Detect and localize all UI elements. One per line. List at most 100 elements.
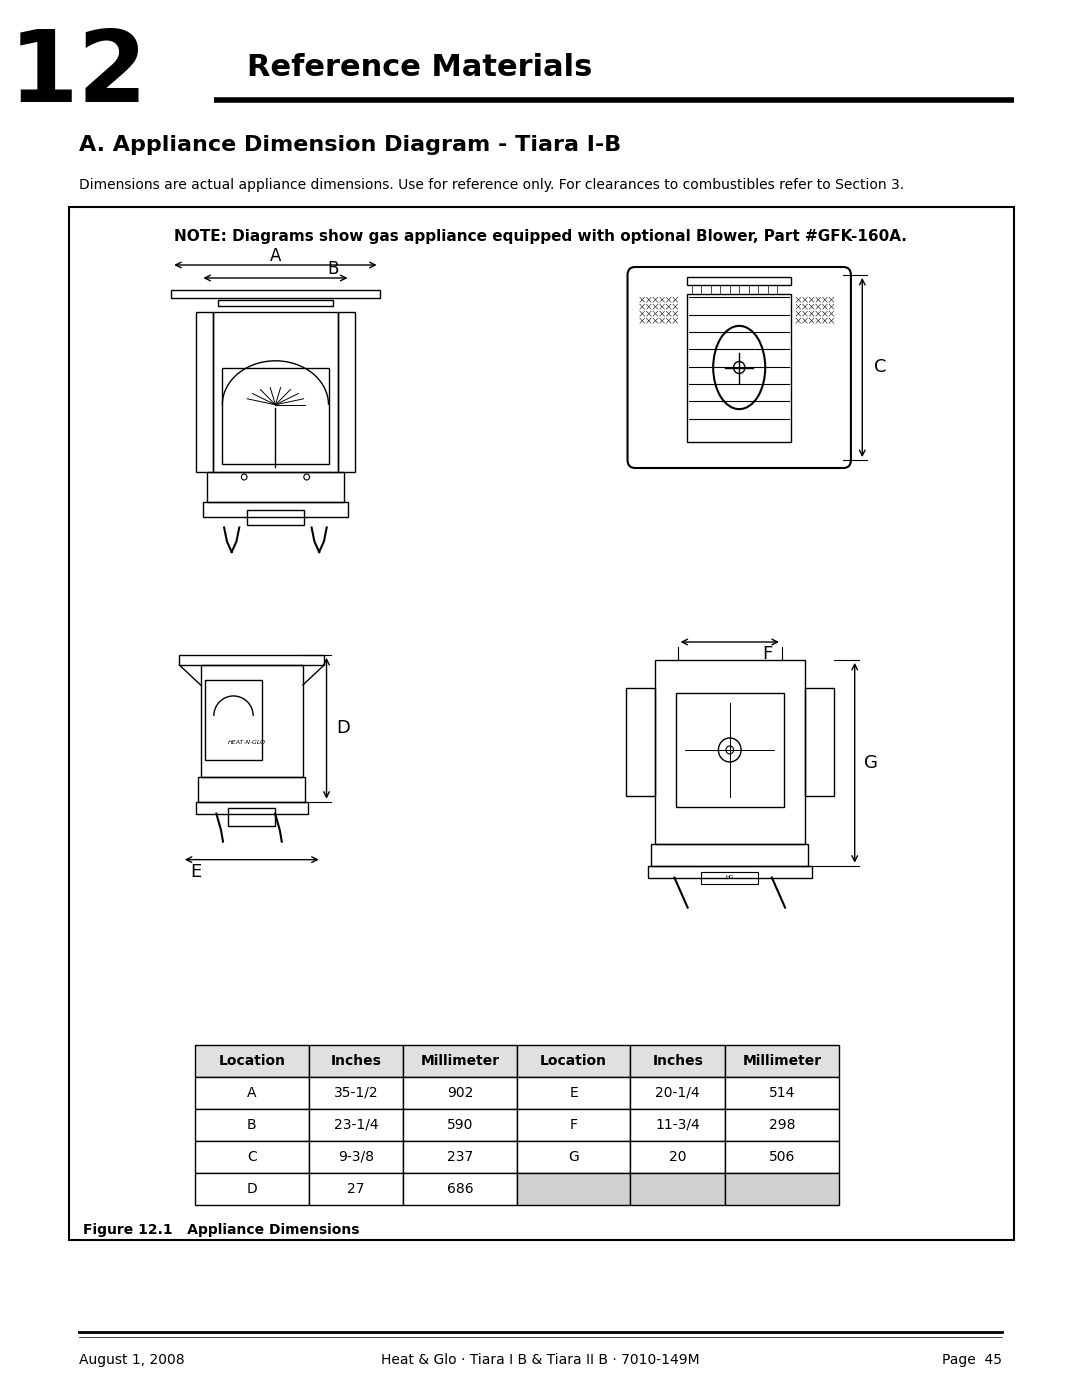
Bar [179, 655, 324, 665]
Bar [725, 1173, 838, 1206]
Text: 686: 686 [447, 1182, 473, 1196]
Text: 298: 298 [769, 1118, 795, 1132]
Text: A: A [270, 247, 281, 265]
Text: 590: 590 [447, 1118, 473, 1132]
Bar [338, 312, 355, 472]
Bar [309, 1141, 403, 1173]
Bar [203, 502, 348, 517]
Bar [625, 687, 654, 795]
Bar [195, 1141, 309, 1173]
Bar [517, 1141, 631, 1173]
Bar [218, 300, 333, 306]
Text: 27: 27 [347, 1182, 365, 1196]
Bar [228, 807, 275, 826]
Text: NOTE: Diagrams show gas appliance equipped with optional Blower, Part #GFK-160A.: NOTE: Diagrams show gas appliance equipp… [174, 229, 907, 244]
Text: B: B [327, 260, 339, 278]
Text: Millimeter: Millimeter [742, 1053, 822, 1067]
Bar [631, 1045, 725, 1077]
Bar [631, 1109, 725, 1141]
Text: 12: 12 [9, 27, 148, 123]
Bar [701, 872, 758, 883]
Text: G: G [568, 1150, 579, 1164]
Text: A. Appliance Dimension Diagram - Tiara I-B: A. Appliance Dimension Diagram - Tiara I… [79, 136, 621, 155]
Bar [687, 277, 792, 285]
Bar [195, 312, 213, 472]
Text: Figure 12.1   Appliance Dimensions: Figure 12.1 Appliance Dimensions [83, 1222, 360, 1236]
Bar [195, 1109, 309, 1141]
Text: Reference Materials: Reference Materials [247, 53, 593, 82]
Bar [725, 1109, 838, 1141]
Bar [403, 1141, 517, 1173]
Text: B: B [247, 1118, 257, 1132]
Bar [247, 510, 303, 524]
Text: Inches: Inches [330, 1053, 381, 1067]
Bar [725, 1045, 838, 1077]
Text: HEAT·N·GLO: HEAT·N·GLO [228, 740, 266, 745]
Bar [631, 1173, 725, 1206]
Bar [195, 802, 308, 813]
Text: E: E [569, 1085, 578, 1099]
Text: 514: 514 [769, 1085, 795, 1099]
Text: Heat & Glo · Tiara I B & Tiara II B · 7010-149M: Heat & Glo · Tiara I B & Tiara II B · 70… [381, 1354, 700, 1368]
Text: Dimensions are actual appliance dimensions. Use for reference only. For clearanc: Dimensions are actual appliance dimensio… [79, 177, 904, 191]
Bar [309, 1109, 403, 1141]
Bar [195, 1173, 309, 1206]
Bar [517, 1173, 631, 1206]
Bar [725, 1077, 838, 1109]
Bar [205, 680, 261, 760]
Text: E: E [190, 863, 202, 880]
Text: 506: 506 [769, 1150, 795, 1164]
Text: F: F [762, 645, 773, 664]
Bar [403, 1173, 517, 1206]
Text: Page  45: Page 45 [943, 1354, 1002, 1368]
Text: A: A [247, 1085, 257, 1099]
Bar [517, 1077, 631, 1109]
Text: August 1, 2008: August 1, 2008 [79, 1354, 185, 1368]
Text: HG: HG [726, 875, 734, 880]
Bar [517, 1045, 631, 1077]
Text: 902: 902 [447, 1085, 473, 1099]
Bar [195, 1077, 309, 1109]
Bar [206, 472, 345, 502]
Text: F: F [569, 1118, 578, 1132]
Text: 35-1/2: 35-1/2 [334, 1085, 378, 1099]
Bar [651, 844, 809, 866]
Bar [309, 1077, 403, 1109]
Bar [517, 1109, 631, 1141]
Text: 20-1/4: 20-1/4 [656, 1085, 700, 1099]
Text: Inches: Inches [652, 1053, 703, 1067]
Bar [195, 1045, 309, 1077]
Text: Location: Location [218, 1053, 285, 1067]
Text: 11-3/4: 11-3/4 [656, 1118, 700, 1132]
Bar [403, 1077, 517, 1109]
Bar [805, 687, 834, 795]
Text: D: D [336, 719, 350, 738]
Bar [403, 1045, 517, 1077]
Bar [69, 207, 1014, 1241]
Bar [309, 1045, 403, 1077]
Bar [654, 659, 805, 844]
Text: 20: 20 [669, 1150, 687, 1164]
Bar [172, 291, 379, 298]
Text: C: C [247, 1150, 257, 1164]
Bar [676, 693, 784, 807]
Bar [725, 1141, 838, 1173]
Text: Location: Location [540, 1053, 607, 1067]
Text: G: G [864, 754, 878, 771]
Text: Millimeter: Millimeter [420, 1053, 500, 1067]
Text: 237: 237 [447, 1150, 473, 1164]
Text: 9-3/8: 9-3/8 [338, 1150, 374, 1164]
Bar [403, 1109, 517, 1141]
Bar [648, 866, 811, 877]
FancyBboxPatch shape [627, 267, 851, 468]
Bar [631, 1077, 725, 1109]
Bar [198, 777, 306, 802]
Text: D: D [246, 1182, 257, 1196]
Text: 23-1/4: 23-1/4 [334, 1118, 378, 1132]
Bar [687, 293, 792, 441]
Bar [222, 367, 328, 464]
Bar [213, 312, 338, 472]
Bar [201, 665, 302, 777]
Bar [631, 1141, 725, 1173]
Bar [309, 1173, 403, 1206]
